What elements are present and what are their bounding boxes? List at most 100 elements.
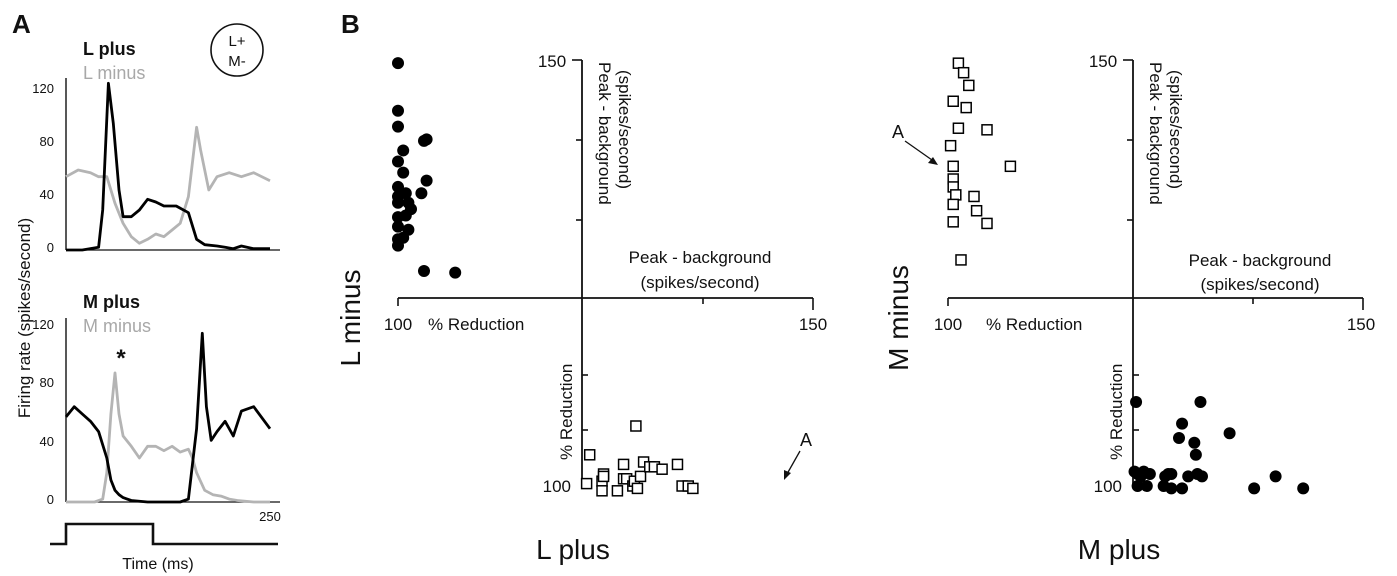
data-point — [687, 482, 699, 495]
data-point — [583, 449, 596, 461]
condition-badge-circle — [210, 23, 264, 77]
data-point — [981, 217, 993, 230]
peak-label-horizontal-line1: Peak - background — [629, 248, 772, 267]
annotation-arrow — [904, 140, 933, 161]
tick-150-top: 150 — [1089, 52, 1117, 71]
ytick-label: 40 — [40, 187, 54, 202]
data-point — [1194, 396, 1207, 408]
data-point — [656, 463, 668, 475]
asterisk: * — [116, 345, 126, 372]
trace-m-minus — [66, 371, 270, 504]
data-point — [392, 120, 404, 133]
data-point — [1165, 482, 1178, 495]
data-point — [955, 254, 967, 266]
data-point — [420, 174, 433, 187]
legend-m-plus: M plus — [83, 292, 140, 312]
data-point — [1269, 470, 1282, 483]
scatter-left-points — [392, 57, 699, 497]
data-point — [1130, 396, 1143, 408]
stimulus-trace — [50, 522, 278, 546]
data-point — [617, 458, 630, 471]
data-point — [1188, 436, 1201, 449]
panel-a-letter: A — [12, 9, 31, 39]
ytick-label: 0 — [47, 240, 54, 255]
data-point — [392, 239, 404, 252]
data-point — [981, 124, 993, 136]
legend-l-minus: L minus — [83, 63, 145, 83]
data-point — [392, 57, 404, 70]
peak-label-vertical-line1: Peak - background — [1146, 62, 1165, 205]
data-point — [1176, 417, 1189, 430]
data-point — [397, 144, 410, 157]
data-point — [950, 189, 962, 201]
data-point — [1223, 427, 1236, 440]
data-point — [960, 101, 972, 114]
reduction-label-horizontal: % Reduction — [428, 315, 524, 334]
data-point — [580, 477, 593, 490]
data-point — [392, 155, 404, 168]
tick-100-left: 100 — [934, 315, 962, 334]
legend-l-plus: L plus — [83, 39, 136, 59]
data-point — [1143, 468, 1156, 480]
tick-150-top: 150 — [538, 52, 566, 71]
data-point — [449, 266, 462, 279]
data-point — [397, 166, 410, 179]
annotation-arrowhead — [784, 470, 791, 480]
data-point — [1297, 482, 1310, 495]
ytick-label: 120 — [32, 81, 54, 96]
scatter-left: 150 150 100 100 Peak - background (spike… — [335, 52, 827, 565]
data-point — [1196, 470, 1208, 483]
annotation-arrowhead — [928, 157, 938, 165]
ytick-label: 40 — [40, 434, 54, 449]
peak-label-horizontal-line1: Peak - background — [1189, 251, 1332, 270]
data-point — [399, 187, 412, 200]
condition-badge: L+ M- — [210, 23, 264, 77]
scatter-right-points — [944, 57, 1310, 495]
data-point — [963, 79, 975, 92]
data-point — [1248, 482, 1261, 495]
data-point — [947, 95, 959, 108]
data-point — [1182, 470, 1195, 483]
peak-label-horizontal-line2: (spikes/second) — [1200, 275, 1319, 294]
data-point — [399, 209, 412, 222]
trace-m-plus — [64, 331, 272, 504]
psth-bottom: M plus M minus * 0 40 80 120 250 — [32, 292, 281, 524]
peak-label-vertical-line2: (spikes/second) — [615, 70, 634, 189]
x-axis-label-l-plus: L plus — [536, 534, 610, 565]
data-point — [947, 198, 959, 211]
trace-l-plus — [66, 81, 270, 252]
x-axis-label: Time (ms) — [122, 556, 193, 573]
data-point — [1189, 448, 1202, 461]
data-point — [1004, 160, 1017, 173]
y-axis-label-m-minus: M minus — [883, 265, 914, 371]
data-point — [944, 139, 957, 152]
data-point — [1165, 468, 1178, 480]
data-point — [952, 57, 965, 69]
tick-100-left: 100 — [384, 315, 412, 334]
data-point — [631, 482, 644, 495]
reduction-label-vertical: % Reduction — [557, 364, 576, 460]
x-axis-label-m-plus: M plus — [1078, 534, 1160, 565]
peak-label-vertical-line1: Peak - background — [595, 62, 614, 205]
data-point — [392, 104, 404, 117]
peak-label-horizontal-line2: (spikes/second) — [640, 273, 759, 292]
annotation-a: A — [800, 430, 812, 450]
data-point — [392, 220, 404, 233]
data-point — [1131, 480, 1144, 492]
data-point — [597, 470, 610, 483]
data-point — [634, 470, 647, 483]
ytick-label: 80 — [40, 375, 54, 390]
data-point — [968, 190, 980, 203]
condition-badge-line2: M- — [228, 53, 246, 70]
tick-100-bottom: 100 — [1094, 477, 1122, 496]
data-point — [630, 420, 642, 432]
data-point — [392, 196, 404, 209]
ytick-label: 80 — [40, 134, 54, 149]
data-point — [418, 265, 430, 278]
data-point — [1173, 432, 1185, 444]
legend-m-minus: M minus — [83, 316, 151, 336]
data-point — [957, 66, 970, 79]
data-point — [952, 122, 965, 134]
data-point — [671, 458, 684, 471]
